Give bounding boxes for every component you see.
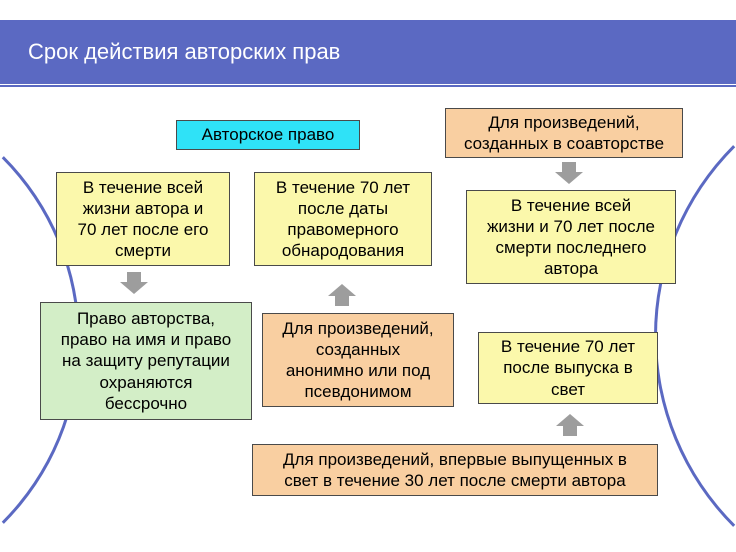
arrow-up-icon — [556, 414, 584, 436]
node-posthumous: Для произведений, впервые выпущенных в с… — [252, 444, 658, 496]
arrow-down-icon — [120, 272, 148, 294]
divider — [0, 85, 736, 87]
node-coauthor_title: Для произведений, созданных в соавторств… — [445, 108, 683, 158]
title-band: Срок действия авторских прав — [0, 20, 736, 84]
node-attribution: Право авторства, право на имя и право на… — [40, 302, 252, 420]
node-release70: В течение 70 лет после выпуска в свет — [478, 332, 658, 404]
node-life70: В течение всей жизни автора и 70 лет пос… — [56, 172, 230, 266]
arrow-down-icon — [555, 162, 583, 184]
arrow-up-icon — [328, 284, 356, 306]
page-title: Срок действия авторских прав — [28, 39, 340, 65]
node-pub70: В течение 70 лет после даты правомерного… — [254, 172, 432, 266]
node-anon: Для произведений, созданных анонимно или… — [262, 313, 454, 407]
node-coauthor_body: В течение всей жизни и 70 лет после смер… — [466, 190, 676, 284]
node-header_box: Авторское право — [176, 120, 360, 150]
